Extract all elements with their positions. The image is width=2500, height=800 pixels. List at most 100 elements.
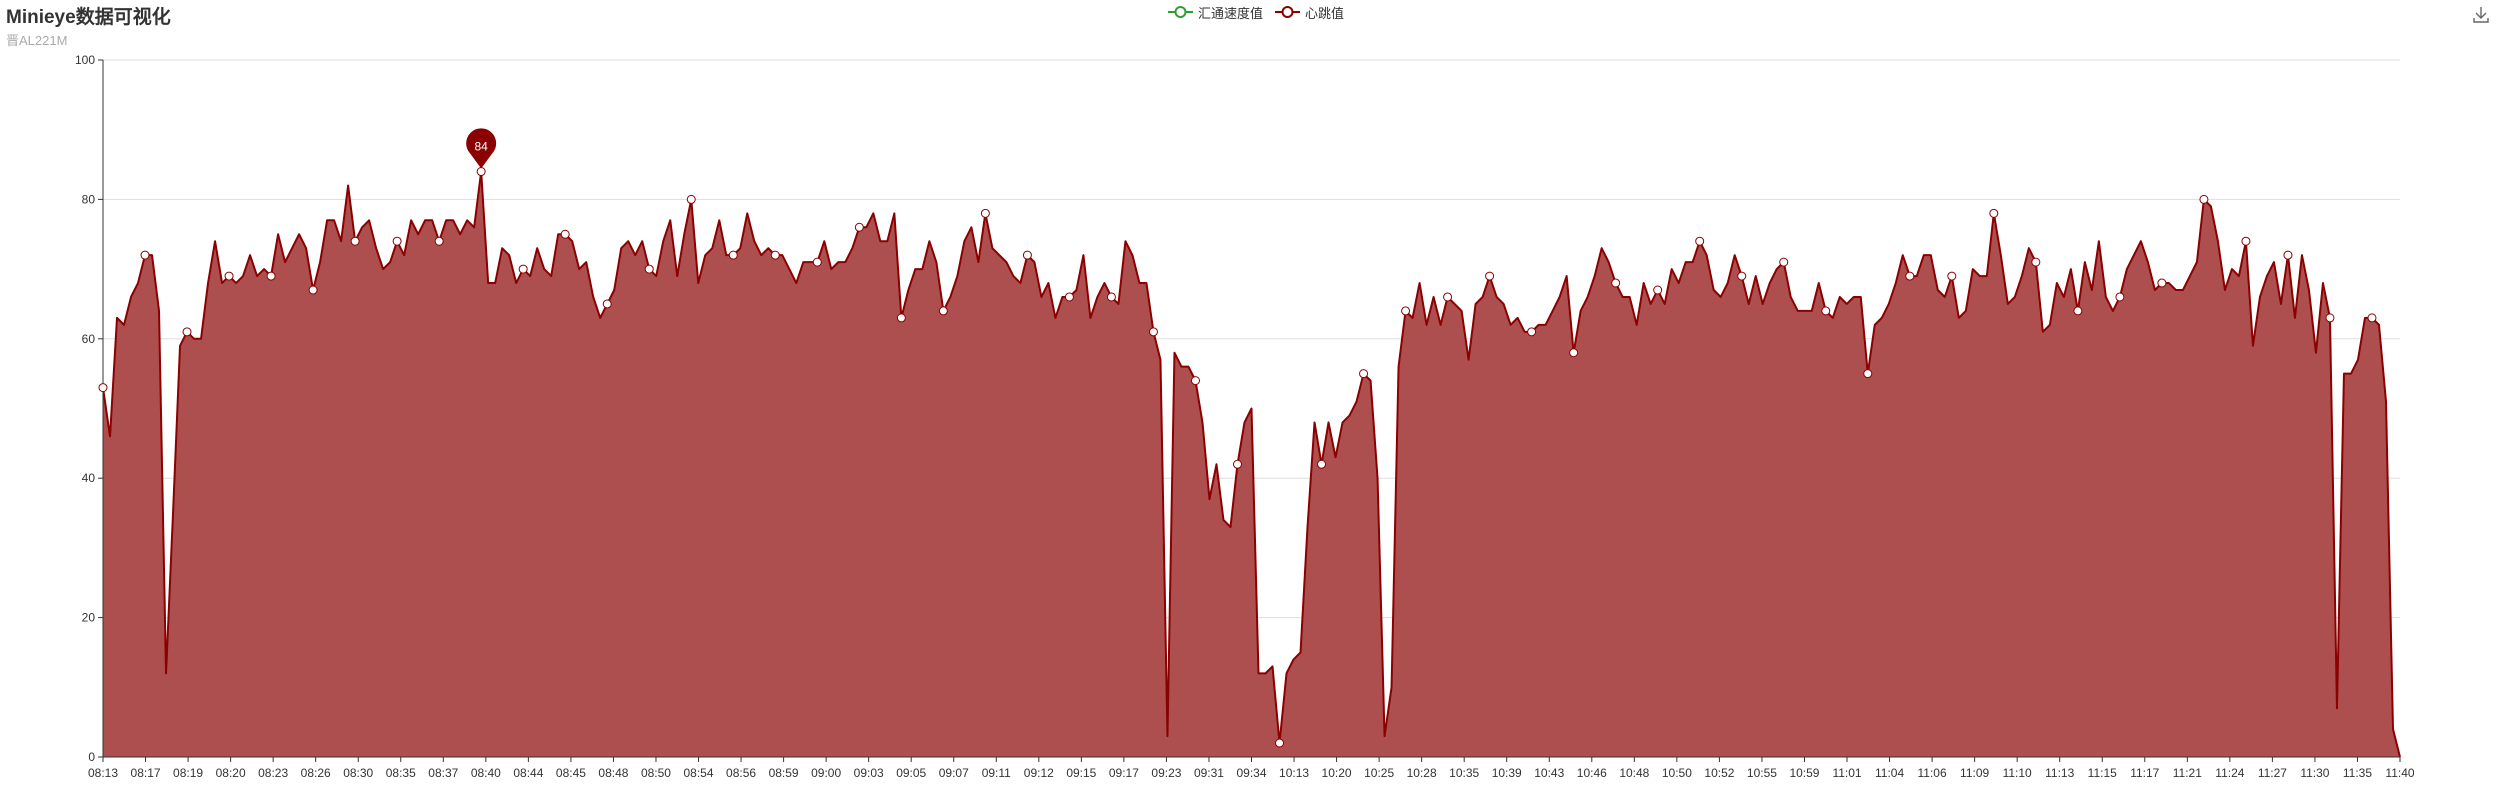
x-tick-label: 08:48 [598, 766, 628, 780]
chart-title: Minieye数据可视化 [6, 7, 171, 28]
x-tick-label: 11:10 [2003, 766, 2032, 780]
legend-swatch-heartbeat [1275, 6, 1301, 18]
x-tick-label: 11:09 [1960, 766, 1989, 780]
data-point [2325, 313, 2335, 323]
legend: 汇通速度值 心跳值 [1168, 2, 1344, 22]
data-point [812, 257, 822, 267]
data-point [2199, 194, 2209, 204]
x-tick-label: 08:35 [386, 766, 416, 780]
data-point [518, 264, 528, 274]
data-point [1905, 271, 1915, 281]
data-point [98, 383, 108, 393]
x-tick-label: 10:52 [1704, 766, 1734, 780]
legend-item-heartbeat[interactable]: 心跳值 [1275, 3, 1344, 22]
data-point [2115, 292, 2125, 302]
x-tick-label: 10:28 [1407, 766, 1437, 780]
max-marker-pin [466, 128, 497, 169]
legend-label-heartbeat: 心跳值 [1305, 5, 1345, 21]
data-point [1569, 348, 1579, 358]
x-tick-label: 08:17 [131, 766, 161, 780]
x-tick-label: 10:39 [1492, 766, 1522, 780]
x-tick-label: 11:15 [2088, 766, 2117, 780]
data-point [560, 229, 570, 239]
x-tick-label: 08:56 [726, 766, 756, 780]
x-tick-label: 08:50 [641, 766, 671, 780]
x-tick-label: 09:00 [811, 766, 841, 780]
x-tick-label: 09:23 [1151, 766, 1181, 780]
x-tick-label: 08:23 [258, 766, 288, 780]
y-tick-label: 0 [88, 750, 95, 764]
data-point [1821, 306, 1831, 316]
x-tick-label: 10:46 [1577, 766, 1607, 780]
data-point [1695, 236, 1705, 246]
y-tick-label: 100 [75, 53, 95, 67]
y-tick-label: 40 [82, 471, 96, 485]
x-tick-label: 09:11 [982, 766, 1011, 780]
data-point [2073, 306, 2083, 316]
x-tick-label: 09:07 [939, 766, 969, 780]
x-tick-label: 08:40 [471, 766, 501, 780]
x-tick-label: 11:13 [2045, 766, 2074, 780]
x-tick-label: 11:06 [1918, 766, 1947, 780]
data-point [1443, 292, 1453, 302]
x-tick-label: 08:54 [684, 766, 714, 780]
x-tick-label: 10:13 [1279, 766, 1309, 780]
x-tick-label: 11:17 [2130, 766, 2159, 780]
data-point [1275, 738, 1285, 748]
x-tick-label: 09:34 [1236, 766, 1266, 780]
x-tick-label: 10:48 [1619, 766, 1649, 780]
data-point [1947, 271, 1957, 281]
legend-item-speed[interactable]: 汇通速度值 [1168, 3, 1263, 22]
series-line [102, 170, 2401, 758]
data-point [1737, 271, 1747, 281]
data-point [2157, 278, 2167, 288]
data-point [1779, 257, 1789, 267]
data-point [938, 306, 948, 316]
x-tick-label: 09:05 [896, 766, 926, 780]
x-tick-label: 08:20 [216, 766, 246, 780]
y-tick-label: 80 [82, 192, 96, 206]
x-tick-label: 08:13 [88, 766, 118, 780]
data-point [224, 271, 234, 281]
x-tick-label: 10:50 [1662, 766, 1692, 780]
x-tick-label: 08:19 [173, 766, 203, 780]
x-tick-label: 11:27 [2258, 766, 2287, 780]
data-point [182, 327, 192, 337]
x-tick-label: 10:55 [1747, 766, 1777, 780]
y-tick-label: 20 [82, 611, 96, 625]
x-tick-label: 10:25 [1364, 766, 1394, 780]
data-point [728, 250, 738, 260]
data-point [1401, 306, 1411, 316]
data-point [392, 236, 402, 246]
x-tick-label: 10:35 [1449, 766, 1479, 780]
legend-label-speed: 汇通速度值 [1198, 5, 1264, 21]
x-tick-label: 08:37 [428, 766, 458, 780]
data-point [644, 264, 654, 274]
x-tick-label: 11:40 [2385, 766, 2414, 780]
data-point [1064, 292, 1074, 302]
x-tick-label: 08:45 [556, 766, 586, 780]
x-tick-label: 09:17 [1109, 766, 1139, 780]
data-point [770, 250, 780, 260]
data-point [1611, 278, 1621, 288]
data-point [896, 313, 906, 323]
data-point [2241, 236, 2251, 246]
data-point [434, 236, 444, 246]
x-tick-label: 11:35 [2343, 766, 2372, 780]
data-point [476, 167, 486, 177]
data-point [1190, 376, 1200, 386]
data-point [266, 271, 276, 281]
data-point [1527, 327, 1537, 337]
data-point [2031, 257, 2041, 267]
x-tick-label: 09:03 [854, 766, 884, 780]
data-point [854, 222, 864, 232]
data-point [1022, 250, 1032, 260]
x-tick-label: 10:59 [1789, 766, 1819, 780]
data-point [1148, 327, 1158, 337]
series-area [103, 171, 2400, 757]
data-point [350, 236, 360, 246]
download-icon[interactable] [2470, 4, 2492, 26]
x-tick-label: 08:26 [301, 766, 331, 780]
